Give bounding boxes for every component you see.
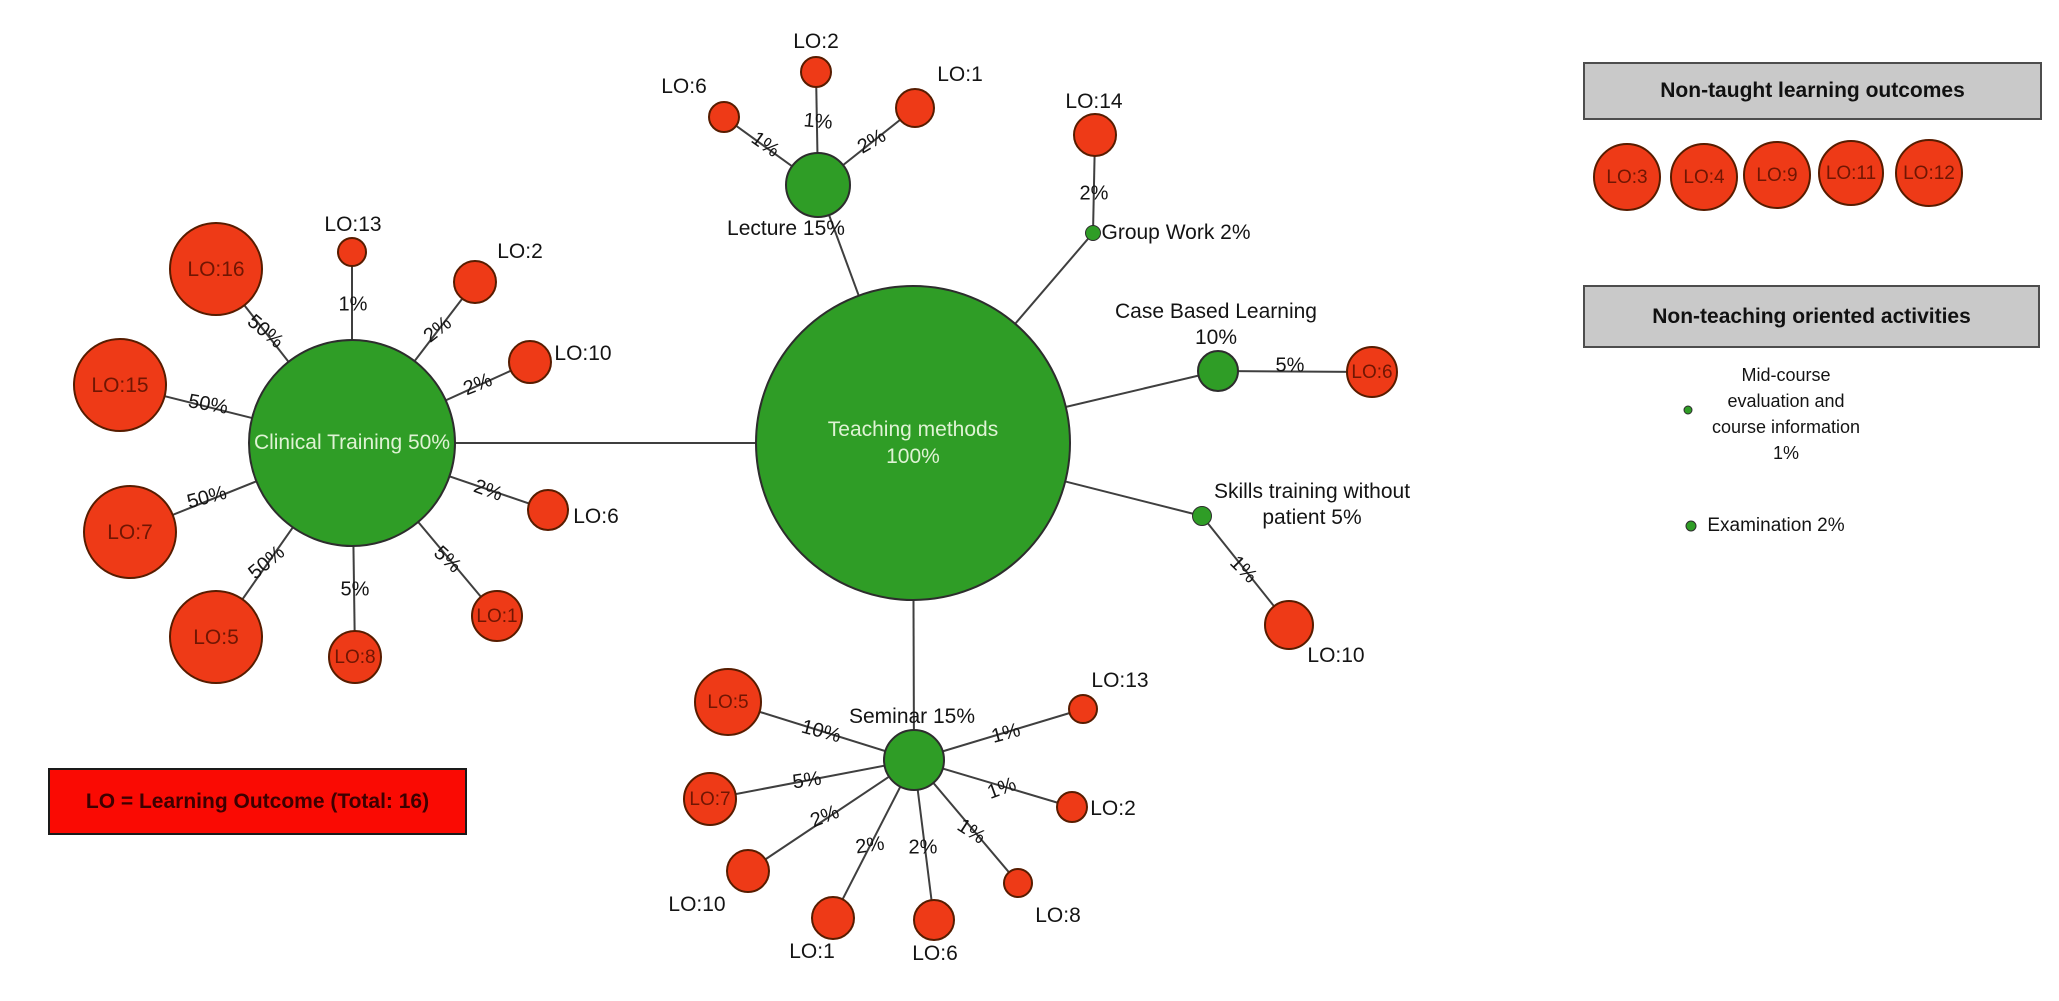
node-examination-dot (1685, 520, 1697, 532)
node-seminar-lo13 (1068, 694, 1098, 724)
node-skills-lo10 (1264, 600, 1314, 650)
lecture-label: Lecture 15% (727, 217, 845, 240)
pct-clinical-lo8: 5% (340, 578, 370, 601)
non-teaching-title: Non-teaching oriented activities (1652, 304, 1971, 328)
lo7-label: LO:7 (107, 520, 153, 544)
seminar-lo5-label: LO:5 (707, 691, 749, 713)
legend-box: LO = Learning Outcome (Total: 16) (48, 768, 467, 835)
nontaught-lo12-label: LO:12 (1903, 162, 1955, 184)
node-clinical-lo6 (527, 489, 569, 531)
seminar-lo6-label: LO:6 (912, 942, 958, 965)
pct-groupwork-lo14: 2% (1079, 182, 1109, 205)
groupwork-lo14-label: LO:14 (1065, 90, 1123, 113)
node-clinical-lo7: LO:7 (83, 485, 177, 579)
lecture-lo1-label: LO:1 (937, 63, 983, 86)
lo16-label: LO:16 (187, 257, 245, 281)
node-lecture (785, 152, 851, 218)
examination-label: Examination 2% (1707, 515, 1845, 536)
node-nontaught-lo12: LO:12 (1895, 139, 1963, 207)
node-seminar-lo8 (1003, 868, 1033, 898)
clinical-lo10-label: LO:10 (554, 342, 612, 365)
pct-seminar-lo1: 2% (854, 832, 886, 859)
nontaught-lo4-label: LO:4 (1683, 166, 1725, 188)
cbl-lo6-label: LO:6 (1351, 361, 1393, 383)
non-teaching-header: Non-teaching oriented activities (1583, 285, 2040, 348)
node-seminar-lo5: LO:5 (694, 668, 762, 736)
node-lecture-lo2 (800, 56, 832, 88)
clinical-lo13-label: LO:13 (324, 213, 382, 236)
node-seminar-lo1 (811, 896, 855, 940)
case-based-label: Case Based Learning 10% (1115, 299, 1317, 349)
seminar-lo8-label: LO:8 (1035, 904, 1081, 927)
node-skills-training (1192, 506, 1212, 526)
seminar-label: Seminar 15% (848, 705, 976, 728)
group-work-label: Group Work 2% (1101, 221, 1251, 244)
node-seminar (883, 729, 945, 791)
skills-training-label: Skills training without patient 5% (1213, 479, 1411, 529)
node-nontaught-lo9: LO:9 (1743, 141, 1811, 209)
seminar-lo2-label: LO:2 (1090, 797, 1136, 820)
seminar-lo10-label: LO:10 (668, 893, 726, 916)
non-taught-title: Non-taught learning outcomes (1660, 79, 1965, 102)
edge-seminar-lo7 (709, 759, 915, 800)
lo5-label: LO:5 (193, 625, 239, 649)
pct-seminar-lo7: 5% (791, 767, 823, 794)
lo1-label: LO:1 (476, 605, 518, 627)
node-clinical-training: Clinical Training 50% (248, 339, 456, 547)
lo8-label: LO:8 (334, 646, 376, 668)
node-teaching-methods: Teaching methods 100% (755, 285, 1071, 601)
node-lecture-lo1 (895, 88, 935, 128)
node-nontaught-lo11: LO:11 (1818, 140, 1884, 206)
legend-text: LO = Learning Outcome (Total: 16) (85, 789, 430, 813)
node-casebased-lo6: LO:6 (1346, 346, 1398, 398)
seminar-lo13-label: LO:13 (1091, 669, 1149, 692)
node-clinical-lo10 (508, 340, 552, 384)
seminar-lo7-label: LO:7 (689, 788, 731, 810)
seminar-lo1-label: LO:1 (789, 940, 835, 963)
pct-clinical-lo13: 1% (338, 293, 368, 316)
clinical-lo2-label: LO:2 (497, 240, 543, 263)
node-case-based-learning (1197, 350, 1239, 392)
node-lecture-lo6 (708, 101, 740, 133)
node-clinical-lo15: LO:15 (73, 338, 167, 432)
edge-seminar-lo10 (747, 759, 915, 872)
nontaught-lo3-label: LO:3 (1606, 166, 1648, 188)
node-groupwork-lo14 (1073, 113, 1117, 157)
node-seminar-lo7: LO:7 (683, 772, 737, 826)
skills-lo10-label: LO:10 (1307, 644, 1365, 667)
node-seminar-lo10 (726, 849, 770, 893)
node-nontaught-lo3: LO:3 (1593, 143, 1661, 211)
clinical-training-label: Clinical Training 50% (253, 431, 451, 455)
pct-lecture-lo2: 1% (802, 109, 834, 134)
node-clinical-lo8: LO:8 (328, 630, 382, 684)
node-clinical-lo5: LO:5 (169, 590, 263, 684)
node-seminar-lo6 (913, 899, 955, 941)
non-taught-header: Non-taught learning outcomes (1583, 62, 2042, 120)
node-clinical-lo2 (453, 260, 497, 304)
clinical-lo6-label: LO:6 (573, 505, 619, 528)
lo15-label: LO:15 (91, 373, 149, 397)
teaching-methods-label: Teaching methods 100% (827, 417, 999, 468)
node-nontaught-lo4: LO:4 (1670, 143, 1738, 211)
lecture-lo2-label: LO:2 (793, 30, 839, 53)
nontaught-lo11-label: LO:11 (1825, 162, 1877, 184)
pct-seminar-lo6: 2% (908, 836, 938, 859)
pct-casebased-lo6: 5% (1275, 354, 1305, 377)
node-clinical-lo13 (337, 237, 367, 267)
node-group-work (1085, 225, 1101, 241)
node-seminar-lo2 (1056, 791, 1088, 823)
node-mid-course-dot (1683, 405, 1693, 415)
node-clinical-lo1: LO:1 (471, 590, 523, 642)
nontaught-lo9-label: LO:9 (1756, 164, 1798, 186)
mid-course-label: Mid-course evaluation and course informa… (1711, 365, 1861, 463)
lecture-lo6-label: LO:6 (661, 75, 707, 98)
node-clinical-lo16: LO:16 (169, 222, 263, 316)
